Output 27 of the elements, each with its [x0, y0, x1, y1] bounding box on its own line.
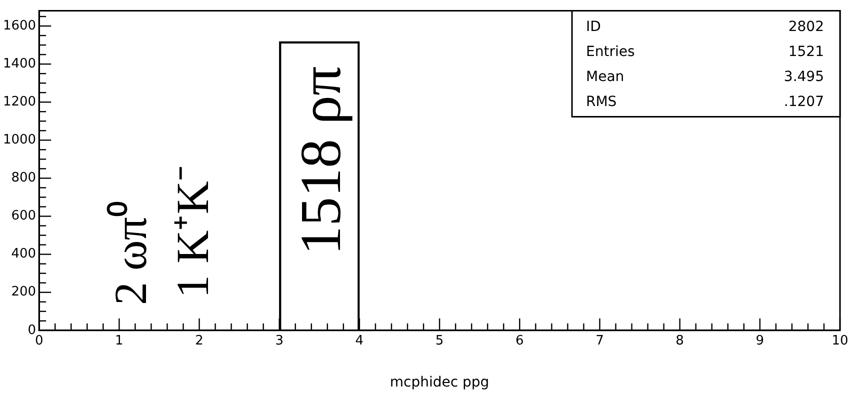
- text: Mean 3.495: [586, 68, 824, 85]
- text: RMS .1207: [586, 94, 824, 110]
- y-tick-label: 1400: [2, 56, 36, 72]
- x-tick-label: 6: [515, 334, 524, 349]
- x-tick-label: 9: [756, 334, 764, 349]
- y-tick-label: 1600: [2, 18, 36, 34]
- x-tick-label: 4: [355, 334, 364, 349]
- x-tick-label: 8: [676, 334, 684, 349]
- x-axis-title: mcphidec ppg: [390, 374, 490, 391]
- annotation: 1 K⁺K⁻: [167, 165, 218, 298]
- x-tick-label: 3: [275, 334, 284, 349]
- text: Entries 1521: [586, 44, 824, 60]
- text: ID 2802: [586, 18, 824, 35]
- y-tick-label: 600: [11, 208, 36, 224]
- y-tick-label: 1200: [2, 94, 36, 110]
- y-tick-label: 200: [11, 284, 36, 300]
- annotation: 2 ωπ⁰: [105, 200, 156, 305]
- x-tick-label: 10: [832, 334, 848, 349]
- y-tick-label: 1000: [2, 132, 36, 148]
- x-tick-label: 2: [195, 334, 204, 349]
- x-tick-label: 7: [596, 334, 604, 349]
- annotation: 1518 ρπ: [288, 66, 353, 255]
- x-tick-label: 1: [115, 334, 124, 349]
- y-tick-label: 400: [11, 246, 36, 262]
- x-tick-label: 5: [435, 334, 444, 349]
- y-tick-label: 800: [11, 170, 36, 186]
- y-tick-label: 0: [28, 322, 36, 338]
